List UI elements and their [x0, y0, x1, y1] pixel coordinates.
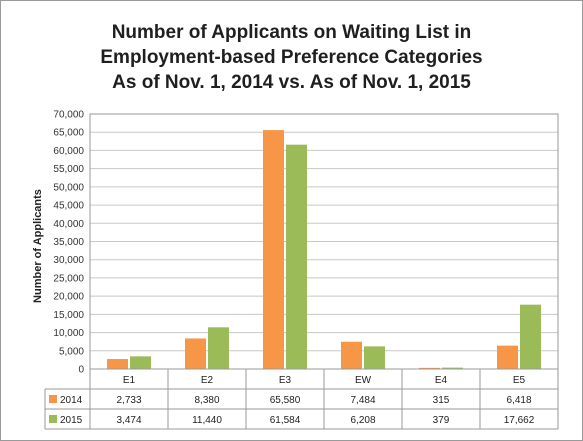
- bar-2014-E2: [185, 338, 206, 369]
- chart-title-line-2: Employment-based Preference Categories: [100, 47, 483, 68]
- bar-2015-E5: [520, 304, 541, 369]
- category-label: E5: [513, 375, 526, 386]
- bar-2014-E5: [497, 345, 518, 369]
- y-tick-label: 35,000: [53, 237, 84, 248]
- bar-2015-E1: [130, 356, 151, 369]
- bar-2014-E1: [107, 359, 128, 369]
- chart-title-line-3: As of Nov. 1, 2014 vs. As of Nov. 1, 201…: [112, 72, 471, 93]
- y-tick-label: 40,000: [53, 219, 84, 230]
- y-tick-label: 70,000: [53, 110, 84, 121]
- category-label: EW: [355, 375, 372, 386]
- legend-key-2014: [49, 395, 57, 403]
- data-table-value: 61,584: [270, 415, 301, 426]
- data-table-value: 3,474: [116, 415, 141, 426]
- bar-2015-EW: [364, 346, 385, 369]
- data-table-value: 315: [433, 395, 450, 406]
- data-table-value: 11,440: [192, 415, 222, 426]
- legend-label-2014: 2014: [60, 395, 83, 406]
- bar-2014-E3: [263, 130, 284, 369]
- data-table-value: 2,733: [116, 395, 141, 406]
- y-tick-label: 45,000: [53, 201, 84, 212]
- bar-2015-E3: [286, 144, 307, 369]
- chart-title-line-1: Number of Applicants on Waiting List in: [111, 22, 472, 43]
- bar-2015-E4: [442, 367, 463, 369]
- y-tick-label: 65,000: [53, 128, 84, 139]
- data-table-value: 17,662: [504, 415, 535, 426]
- data-table-value: 379: [433, 415, 450, 426]
- data-table-value: 7,484: [350, 395, 375, 406]
- category-label: E4: [435, 375, 448, 386]
- data-table-value: 6,418: [506, 395, 531, 406]
- y-tick-label: 0: [78, 365, 84, 376]
- bar-2015-E2: [208, 327, 229, 369]
- y-tick-label: 30,000: [53, 255, 84, 266]
- y-tick-label: 50,000: [53, 182, 84, 193]
- y-tick-label: 55,000: [53, 164, 84, 175]
- data-table-value: 6,208: [350, 415, 375, 426]
- y-tick-label: 60,000: [53, 146, 84, 157]
- y-tick-label: 20,000: [53, 292, 84, 303]
- y-tick-label: 15,000: [53, 310, 84, 321]
- y-tick-label: 5,000: [59, 346, 84, 357]
- category-label: E2: [201, 375, 214, 386]
- chart-title: Number of Applicants on Waiting List in …: [0, 20, 583, 95]
- y-tick-label: 10,000: [53, 328, 84, 339]
- legend-key-2015: [49, 415, 57, 423]
- data-table-value: 8,380: [194, 395, 219, 406]
- y-tick-label: 25,000: [53, 273, 84, 284]
- bar-2014-E4: [419, 367, 440, 369]
- category-label: E3: [279, 375, 292, 386]
- bar-2014-EW: [341, 341, 362, 369]
- category-label: E1: [123, 375, 136, 386]
- legend-label-2015: 2015: [60, 415, 83, 426]
- data-table-value: 65,580: [270, 395, 301, 406]
